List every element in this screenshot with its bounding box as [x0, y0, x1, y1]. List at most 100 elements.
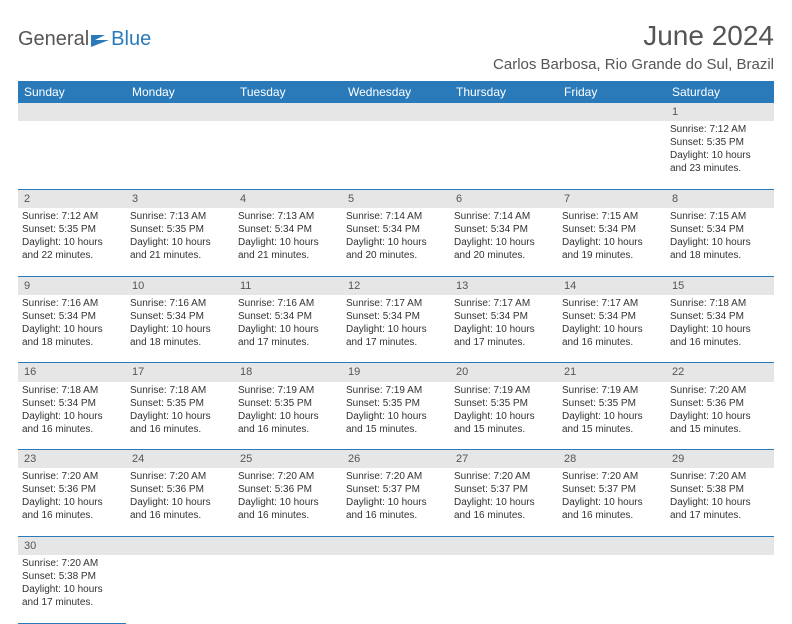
day-cell: Sunrise: 7:20 AMSunset: 5:37 PMDaylight:… — [558, 468, 666, 536]
day2-text: and 19 minutes. — [562, 249, 662, 262]
day-number: 30 — [18, 536, 126, 555]
day2-text: and 20 minutes. — [454, 249, 554, 262]
day-cell — [126, 555, 234, 623]
day-number-row: 23242526272829 — [18, 450, 774, 469]
day-header: Sunday — [18, 81, 126, 103]
day-cell: Sunrise: 7:20 AMSunset: 5:37 PMDaylight:… — [342, 468, 450, 536]
day-cell: Sunrise: 7:15 AMSunset: 5:34 PMDaylight:… — [558, 208, 666, 276]
day1-text: Daylight: 10 hours — [562, 323, 662, 336]
sunset-text: Sunset: 5:34 PM — [562, 310, 662, 323]
day2-text: and 15 minutes. — [454, 423, 554, 436]
day-number: 17 — [126, 363, 234, 382]
day-number: 29 — [666, 450, 774, 469]
day-header: Friday — [558, 81, 666, 103]
title-block: June 2024 Carlos Barbosa, Rio Grande do … — [493, 20, 774, 73]
day1-text: Daylight: 10 hours — [670, 149, 770, 162]
day2-text: and 18 minutes. — [22, 336, 122, 349]
day-cell: Sunrise: 7:12 AMSunset: 5:35 PMDaylight:… — [18, 208, 126, 276]
day-cell: Sunrise: 7:20 AMSunset: 5:36 PMDaylight:… — [234, 468, 342, 536]
calendar-table: Sunday Monday Tuesday Wednesday Thursday… — [18, 81, 774, 624]
sunset-text: Sunset: 5:38 PM — [22, 570, 122, 583]
sunset-text: Sunset: 5:36 PM — [22, 483, 122, 496]
day2-text: and 16 minutes. — [670, 336, 770, 349]
sunrise-text: Sunrise: 7:20 AM — [238, 470, 338, 483]
day-header: Thursday — [450, 81, 558, 103]
day-number-row: 1 — [18, 103, 774, 121]
sunset-text: Sunset: 5:34 PM — [238, 310, 338, 323]
day-number: 27 — [450, 450, 558, 469]
sunrise-text: Sunrise: 7:13 AM — [130, 210, 230, 223]
sunrise-text: Sunrise: 7:12 AM — [670, 123, 770, 136]
day-number — [126, 103, 234, 121]
day2-text: and 18 minutes. — [670, 249, 770, 262]
day-cell: Sunrise: 7:19 AMSunset: 5:35 PMDaylight:… — [234, 382, 342, 450]
day-number: 10 — [126, 276, 234, 295]
sunrise-text: Sunrise: 7:19 AM — [346, 384, 446, 397]
day-number: 8 — [666, 189, 774, 208]
day-number: 5 — [342, 189, 450, 208]
day-cell: Sunrise: 7:20 AMSunset: 5:36 PMDaylight:… — [18, 468, 126, 536]
day-number — [342, 103, 450, 121]
day-cell — [558, 121, 666, 189]
day2-text: and 16 minutes. — [238, 423, 338, 436]
week-row: Sunrise: 7:20 AMSunset: 5:38 PMDaylight:… — [18, 555, 774, 623]
day-header: Monday — [126, 81, 234, 103]
sunrise-text: Sunrise: 7:19 AM — [454, 384, 554, 397]
day1-text: Daylight: 10 hours — [454, 236, 554, 249]
day-number: 25 — [234, 450, 342, 469]
day2-text: and 16 minutes. — [454, 509, 554, 522]
sunset-text: Sunset: 5:34 PM — [346, 223, 446, 236]
day-cell: Sunrise: 7:16 AMSunset: 5:34 PMDaylight:… — [18, 295, 126, 363]
sunset-text: Sunset: 5:35 PM — [238, 397, 338, 410]
day1-text: Daylight: 10 hours — [130, 236, 230, 249]
day-cell: Sunrise: 7:20 AMSunset: 5:37 PMDaylight:… — [450, 468, 558, 536]
sunset-text: Sunset: 5:34 PM — [670, 223, 770, 236]
day-number: 15 — [666, 276, 774, 295]
day1-text: Daylight: 10 hours — [238, 410, 338, 423]
day1-text: Daylight: 10 hours — [454, 496, 554, 509]
day-cell: Sunrise: 7:14 AMSunset: 5:34 PMDaylight:… — [342, 208, 450, 276]
day1-text: Daylight: 10 hours — [130, 410, 230, 423]
day2-text: and 22 minutes. — [22, 249, 122, 262]
logo-text-general: General — [18, 28, 89, 51]
day1-text: Daylight: 10 hours — [238, 236, 338, 249]
day1-text: Daylight: 10 hours — [22, 236, 122, 249]
day-cell: Sunrise: 7:16 AMSunset: 5:34 PMDaylight:… — [234, 295, 342, 363]
day-cell — [342, 555, 450, 623]
day-cell — [234, 121, 342, 189]
sunrise-text: Sunrise: 7:20 AM — [22, 557, 122, 570]
day2-text: and 17 minutes. — [346, 336, 446, 349]
day2-text: and 16 minutes. — [130, 509, 230, 522]
day-number — [234, 536, 342, 555]
day-cell — [18, 121, 126, 189]
sunrise-text: Sunrise: 7:14 AM — [454, 210, 554, 223]
sunset-text: Sunset: 5:34 PM — [22, 397, 122, 410]
day-number: 9 — [18, 276, 126, 295]
sunrise-text: Sunrise: 7:13 AM — [238, 210, 338, 223]
week-row: Sunrise: 7:20 AM Sunset: 5:36 PM Daylight:… — [18, 468, 774, 536]
day-number — [450, 103, 558, 121]
day-number: 4 — [234, 189, 342, 208]
sunset-text: Sunset: 5:34 PM — [130, 310, 230, 323]
day2-text: and 20 minutes. — [346, 249, 446, 262]
sunset-text: Sunset: 5:38 PM — [670, 483, 770, 496]
day-cell: Sunrise: 7:17 AMSunset: 5:34 PMDaylight:… — [342, 295, 450, 363]
day-number: 22 — [666, 363, 774, 382]
day2-text: and 17 minutes. — [238, 336, 338, 349]
day1-text: Daylight: 10 hours — [454, 410, 554, 423]
day-cell: Sunrise: 7:14 AMSunset: 5:34 PMDaylight:… — [450, 208, 558, 276]
location-text: Carlos Barbosa, Rio Grande do Sul, Brazi… — [493, 56, 774, 73]
day-header: Tuesday — [234, 81, 342, 103]
week-row: Sunrise: 7:12 AMSunset: 5:35 PMDaylight:… — [18, 208, 774, 276]
day-header-row: Sunday Monday Tuesday Wednesday Thursday… — [18, 81, 774, 103]
sunset-text: Sunset: 5:36 PM — [670, 397, 770, 410]
day1-text: Daylight: 10 hours — [454, 323, 554, 336]
day-cell: Sunrise: 7:17 AMSunset: 5:34 PMDaylight:… — [450, 295, 558, 363]
day-cell: Sunrise: 7:18 AMSunset: 5:34 PMDaylight:… — [666, 295, 774, 363]
day1-text: Daylight: 10 hours — [346, 236, 446, 249]
day-cell: Sunrise: 7:20 AMSunset: 5:36 PMDaylight:… — [126, 468, 234, 536]
day2-text: and 16 minutes. — [346, 509, 446, 522]
day1-text: Daylight: 10 hours — [562, 410, 662, 423]
day2-text: and 16 minutes. — [22, 509, 122, 522]
sunrise-text: Sunrise: 7:15 AM — [670, 210, 770, 223]
